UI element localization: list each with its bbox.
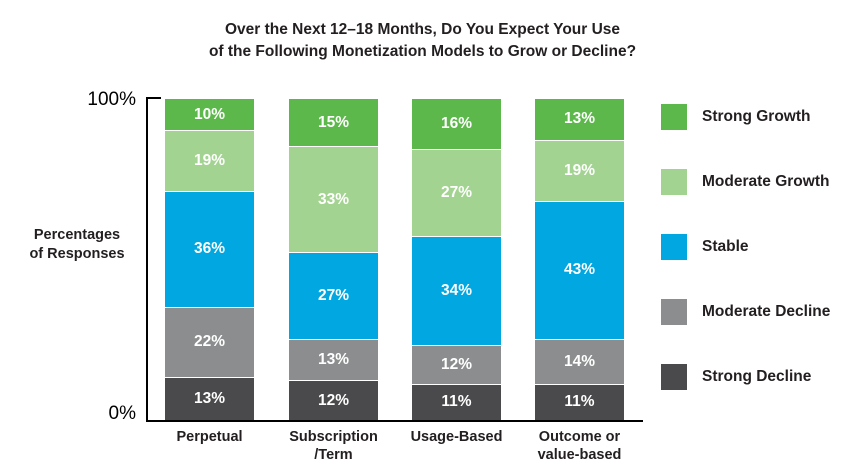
legend-item: Strong Growth — [661, 104, 830, 130]
legend: Strong Growth Moderate Growth Stable Modera… — [661, 104, 830, 390]
bar-segment: 19% — [165, 131, 254, 193]
bar-segment: 14% — [535, 339, 624, 385]
bar-segment: 13% — [535, 99, 624, 141]
segment-label: 12% — [317, 391, 350, 409]
segment-label: 22% — [193, 333, 226, 351]
segment-label: 19% — [563, 161, 596, 179]
segment-label: 12% — [440, 355, 473, 373]
bar-segment: 15% — [289, 99, 378, 148]
segment-label: 34% — [440, 282, 473, 300]
y-axis-top-tick — [146, 97, 161, 99]
legend-item: Strong Decline — [661, 364, 830, 390]
bar-segment: 22% — [165, 307, 254, 379]
bar-segment: 11% — [535, 384, 624, 420]
segment-label: 27% — [440, 184, 473, 202]
x-axis-label: Subscription /Term — [289, 429, 378, 463]
legend-label: Moderate Decline — [702, 303, 831, 320]
bar-segment: 11% — [412, 384, 501, 420]
y-axis-min-label: 0% — [108, 403, 136, 424]
x-axis-label: Outcome or value-based — [537, 429, 622, 463]
bar-segment: 34% — [412, 237, 501, 347]
legend-swatch — [661, 234, 687, 260]
legend-item: Stable — [661, 234, 830, 260]
bar-segment: 27% — [412, 150, 501, 238]
bar-segment: 10% — [165, 99, 254, 132]
page-title: Over the Next 12–18 Months, Do You Expec… — [150, 19, 695, 63]
bar: 10% 19% 36% 22% 13% — [165, 99, 254, 420]
y-axis-line — [146, 97, 148, 422]
legend-item: Moderate Growth — [661, 169, 830, 195]
segment-label: 16% — [440, 115, 473, 133]
segment-label: 15% — [317, 113, 350, 131]
legend-item: Moderate Decline — [661, 299, 830, 325]
legend-swatch — [661, 169, 687, 195]
segment-label: 13% — [563, 110, 596, 128]
segment-label: 11% — [564, 393, 595, 411]
segment-label: 13% — [317, 351, 350, 369]
legend-swatch — [661, 299, 687, 325]
bar-segment: 27% — [289, 253, 378, 340]
bar-segment: 19% — [535, 140, 624, 202]
legend-label: Stable — [702, 238, 749, 255]
bar-segment: 13% — [289, 339, 378, 382]
legend-swatch — [661, 364, 687, 390]
segment-label: 27% — [317, 286, 350, 304]
bar: 15% 33% 27% 13% 12% — [289, 99, 378, 420]
x-axis-label: Usage-Based — [410, 429, 503, 445]
bar-segment: 36% — [165, 192, 254, 308]
segment-label: 10% — [193, 105, 226, 123]
bar-segment: 12% — [412, 346, 501, 385]
segment-label: 14% — [563, 352, 596, 370]
x-axis-label: Perpetual — [176, 429, 243, 445]
bar-segment: 12% — [289, 381, 378, 420]
segment-label: 13% — [193, 390, 226, 408]
segment-label: 19% — [193, 152, 226, 170]
x-axis-line — [146, 420, 643, 422]
page-title-line-1: Over the Next 12–18 Months, Do You Expec… — [224, 21, 621, 38]
bar-segment: 33% — [289, 147, 378, 254]
bar: 16% 27% 34% 12% 11% — [412, 99, 501, 420]
segment-label: 43% — [563, 261, 596, 279]
legend-swatch — [661, 104, 687, 130]
segment-label: 33% — [317, 190, 350, 208]
y-axis-title: Percentages of Responses — [29, 227, 125, 262]
bar-segment: 16% — [412, 99, 501, 151]
legend-label: Moderate Growth — [702, 173, 830, 190]
legend-label: Strong Decline — [702, 368, 812, 385]
bar: 13% 19% 43% 14% 11% — [535, 99, 624, 420]
legend-label: Strong Growth — [702, 108, 811, 125]
bar-segment: 13% — [165, 378, 254, 420]
segment-label: 36% — [193, 240, 226, 258]
bar-segment: 43% — [535, 201, 624, 340]
y-axis-max-label: 100% — [87, 89, 136, 110]
segment-label: 11% — [441, 393, 472, 411]
page-title-line-2: of the Following Monetization Models to … — [208, 43, 637, 60]
